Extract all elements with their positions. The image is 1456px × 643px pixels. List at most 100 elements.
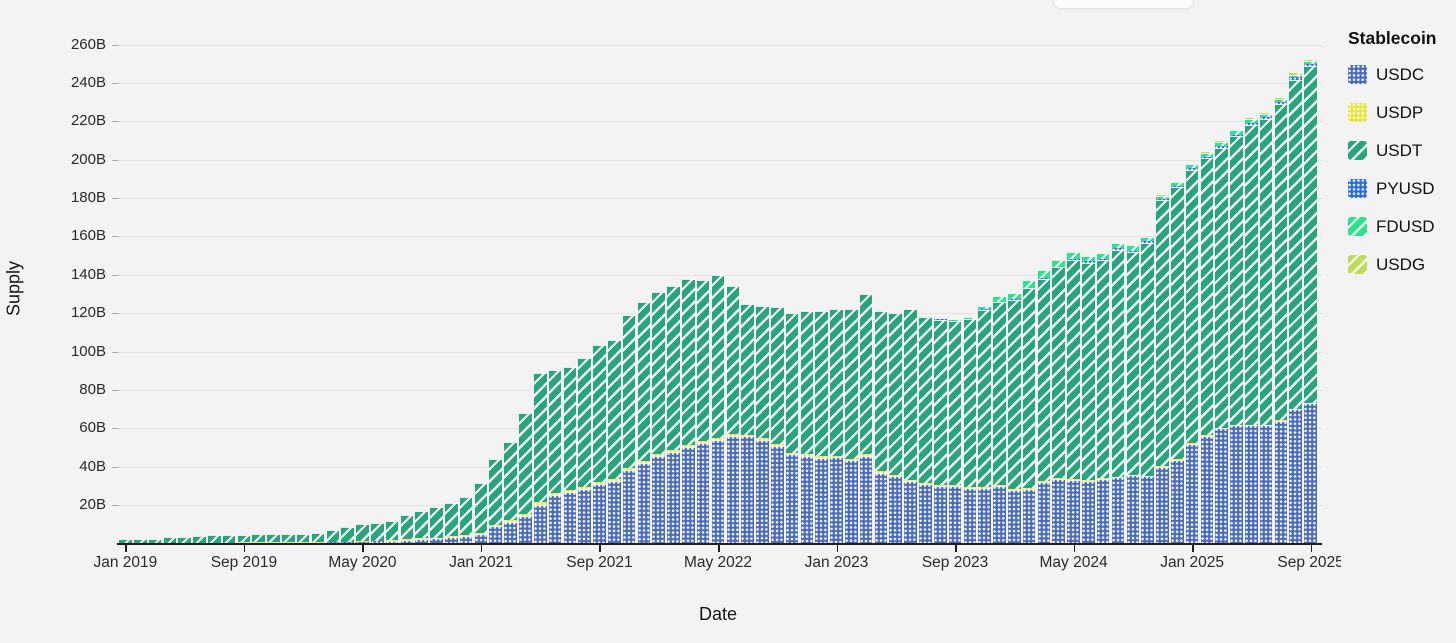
bar-column[interactable] (593, 345, 606, 544)
bar-segment-usdt (667, 286, 680, 451)
bar-column[interactable] (1082, 255, 1095, 544)
bar-column[interactable] (1289, 73, 1303, 544)
bar-column[interactable] (1274, 97, 1288, 544)
bar-column[interactable] (978, 305, 991, 544)
bar-column[interactable] (445, 502, 458, 544)
bar-column[interactable] (1245, 118, 1258, 544)
bar-column[interactable] (874, 311, 888, 544)
legend-item-pyusd[interactable]: PYUSD (1348, 179, 1437, 198)
bar-column[interactable] (459, 497, 473, 544)
bar-segment-usdt (163, 537, 177, 543)
bar-column[interactable] (341, 526, 354, 544)
bar-column[interactable] (1052, 259, 1066, 544)
bar-column[interactable] (1141, 236, 1154, 544)
bar-column[interactable] (1185, 163, 1199, 544)
bar-column[interactable] (696, 279, 710, 544)
bar-column[interactable] (785, 313, 799, 544)
bar-column[interactable] (711, 274, 725, 544)
bar-column[interactable] (1022, 280, 1036, 544)
bar-column[interactable] (1037, 270, 1051, 544)
bar-column[interactable] (607, 340, 621, 544)
bar-column[interactable] (326, 529, 340, 544)
bar-column[interactable] (1215, 141, 1228, 544)
legend-item-usdg[interactable]: USDG (1348, 255, 1437, 274)
bar-column[interactable] (430, 507, 443, 544)
bar-column[interactable] (356, 524, 369, 544)
bar-segment-usdc (859, 455, 873, 544)
legend-item-usdp[interactable]: USDP (1348, 103, 1437, 122)
bar-column[interactable] (533, 373, 547, 544)
bar-column[interactable] (1008, 292, 1021, 544)
bar-column[interactable] (1096, 253, 1110, 544)
bar-column[interactable] (963, 317, 977, 544)
bar-segment-pyusd (1082, 261, 1095, 263)
bar-column[interactable] (859, 294, 873, 544)
bar-segment-pyusd (1170, 186, 1184, 187)
bar-column[interactable] (385, 521, 399, 544)
bar-column[interactable] (415, 510, 428, 544)
bar-column[interactable] (993, 295, 1006, 544)
bar-column[interactable] (1067, 252, 1080, 544)
bar-column[interactable] (815, 311, 828, 544)
bar-column[interactable] (1156, 195, 1169, 544)
bar-segment-pyusd (1156, 199, 1169, 201)
legend-item-usdt[interactable]: USDT (1348, 141, 1437, 160)
bar-column[interactable] (370, 523, 384, 544)
bar-column[interactable] (1170, 181, 1184, 544)
y-tick-label: 160B (70, 227, 106, 245)
bar-column[interactable] (919, 317, 932, 544)
legend-item-usdc[interactable]: USDC (1348, 65, 1437, 84)
bar-segment-usdc (1126, 475, 1140, 544)
bar-segment-usdp (519, 513, 532, 516)
bar-column[interactable] (726, 286, 740, 544)
bar-column[interactable] (504, 442, 517, 544)
bar-segment-usdc (741, 436, 754, 544)
x-tick-label: May 2024 (1039, 554, 1108, 571)
bar-segment-usdp (770, 444, 784, 446)
bar-column[interactable] (889, 313, 903, 544)
legend-item-fdusd[interactable]: FDUSD (1348, 217, 1437, 236)
bar-column[interactable] (637, 301, 651, 544)
bar-column[interactable] (741, 303, 754, 544)
bar-column[interactable] (578, 358, 591, 544)
bar-segment-usdt (193, 535, 206, 543)
bar-column[interactable] (652, 292, 666, 544)
bar-segment-usdc (845, 460, 858, 544)
bar-column[interactable] (1200, 152, 1214, 544)
bar-segment-usdc (815, 457, 828, 544)
bar-column[interactable] (548, 370, 562, 544)
bar-column[interactable] (1126, 245, 1140, 544)
bar-column[interactable] (1259, 113, 1273, 544)
bar-column[interactable] (904, 309, 917, 544)
bar-segment-usdt (800, 311, 814, 454)
bar-column[interactable] (489, 458, 503, 544)
bar-column[interactable] (800, 311, 814, 544)
bar-column[interactable] (948, 319, 962, 544)
bar-column[interactable] (830, 309, 843, 544)
bar-column[interactable] (400, 514, 414, 544)
bar-column[interactable] (933, 318, 947, 544)
bar-column[interactable] (311, 533, 325, 544)
bar-column[interactable] (474, 482, 488, 544)
bar-segment-usdc (978, 487, 991, 544)
bar-segment-usdc (919, 484, 932, 544)
bar-segment-usdp (1067, 479, 1080, 481)
bar-column[interactable] (682, 278, 695, 544)
bar-column[interactable] (845, 309, 858, 544)
bar-column[interactable] (563, 366, 577, 544)
bar-column[interactable] (622, 315, 636, 544)
y-tick-mark (112, 313, 119, 315)
bar-column[interactable] (1230, 129, 1243, 544)
bar-column[interactable] (667, 286, 680, 544)
bar-column[interactable] (519, 413, 532, 544)
bar-column[interactable] (1111, 242, 1125, 544)
bar-segment-usdc (548, 494, 562, 544)
bar-column[interactable] (756, 305, 769, 544)
bar-segment-usdt (1304, 66, 1317, 404)
bar-column[interactable] (770, 307, 784, 544)
bar-column[interactable] (1304, 59, 1317, 544)
bar-segment-usdp (933, 484, 947, 486)
bar-segment-usdt (889, 313, 903, 476)
cutoff-pill[interactable] (1053, 0, 1194, 9)
bar-segment-usdp (1141, 475, 1154, 477)
